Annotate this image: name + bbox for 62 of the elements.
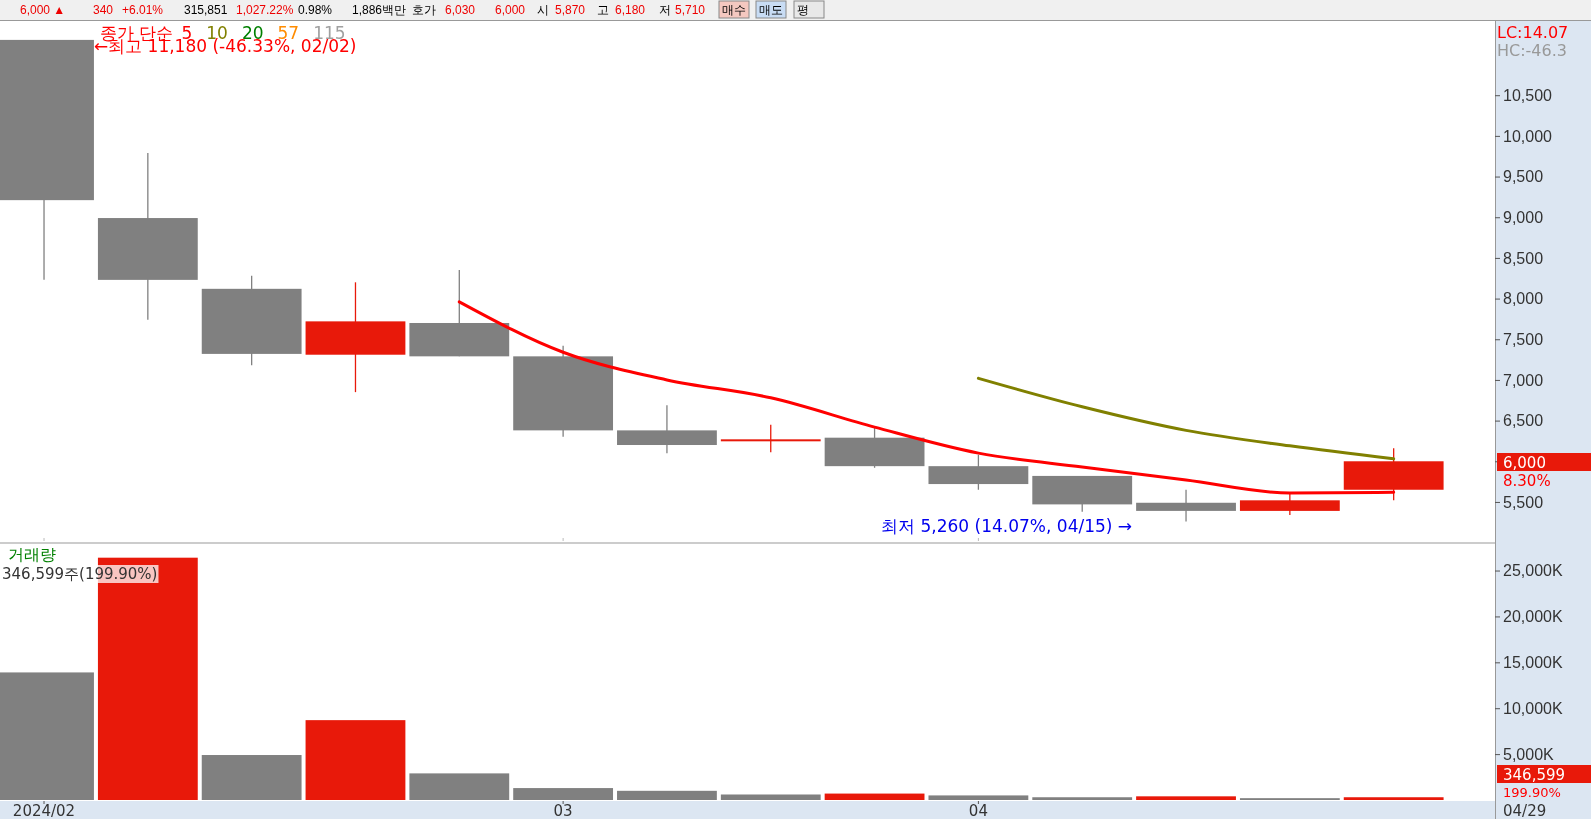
text: 5,710 bbox=[675, 3, 706, 17]
y-tick-label: 6,500 bbox=[1503, 412, 1544, 430]
y-tick-label: 8,000 bbox=[1503, 290, 1544, 308]
y-tick-label: 10,500 bbox=[1503, 86, 1553, 104]
y-tick-label: 5,500 bbox=[1503, 493, 1544, 511]
x-tick-label: 03 bbox=[553, 802, 573, 820]
x-tick-label: 04 bbox=[968, 802, 988, 820]
text: +6.01% bbox=[122, 3, 164, 17]
bar bbox=[201, 755, 302, 800]
text: 199.90% bbox=[1503, 785, 1561, 800]
bar bbox=[617, 790, 717, 800]
y-tick-label: 20,000K bbox=[1503, 608, 1563, 626]
text: 매수 bbox=[722, 3, 746, 17]
y-tick-label: 15,000K bbox=[1503, 653, 1563, 671]
text: 315,851 bbox=[184, 3, 228, 17]
y-tick-label: 9,000 bbox=[1503, 208, 1544, 226]
y-tick-label: 7,500 bbox=[1503, 330, 1544, 348]
y-tick-label: 9,500 bbox=[1503, 168, 1544, 186]
text: LC:14.07 bbox=[1497, 23, 1569, 42]
line-series bbox=[457, 300, 1396, 495]
annotation: 최저 5,260 (14.07%, 04/15) → bbox=[881, 516, 1133, 536]
text: 고 bbox=[597, 3, 609, 17]
text: 6,000 bbox=[495, 3, 526, 17]
text: HC:-46.3 bbox=[1497, 41, 1567, 60]
bar bbox=[1343, 797, 1444, 800]
x-tick-label: 2024/02 bbox=[12, 802, 76, 820]
text: 346,599 bbox=[1503, 766, 1566, 784]
bar bbox=[720, 794, 821, 800]
y-tick-label: 10,000 bbox=[1503, 127, 1553, 145]
text: 평 bbox=[797, 3, 809, 17]
bar bbox=[513, 788, 614, 800]
text: 5,870 bbox=[555, 3, 586, 17]
text: 340 bbox=[93, 3, 114, 17]
bar bbox=[409, 773, 510, 800]
chart-title: 거래량 bbox=[8, 545, 56, 564]
bar bbox=[305, 720, 406, 800]
bar bbox=[1136, 796, 1236, 800]
text: 1,886백만 bbox=[352, 3, 407, 17]
y-tick-label: 8,500 bbox=[1503, 249, 1544, 267]
candlestick bbox=[1136, 489, 1236, 523]
y-tick-label: 5,000K bbox=[1503, 745, 1555, 763]
line-series bbox=[976, 376, 1396, 461]
text: 1,027.22% bbox=[236, 3, 294, 17]
text: 0.98% bbox=[298, 3, 333, 17]
text: 매도 bbox=[759, 3, 783, 17]
text: 04/29 bbox=[1503, 802, 1547, 820]
bar bbox=[928, 795, 1029, 800]
text: 6,000 ▲ bbox=[20, 3, 66, 17]
text: 6,000 bbox=[1503, 454, 1546, 472]
candlestick bbox=[720, 424, 821, 453]
annotation: 346,599주(199.90%) bbox=[2, 565, 158, 583]
y-tick-label: 25,000K bbox=[1503, 562, 1563, 580]
text: 8.30% bbox=[1503, 472, 1551, 490]
bar bbox=[824, 793, 925, 800]
y-tick-label: 7,000 bbox=[1503, 371, 1544, 389]
bar bbox=[1032, 797, 1133, 800]
text: 시 bbox=[537, 3, 549, 17]
text: 6,180 bbox=[615, 3, 646, 17]
y-tick-label: 10,000K bbox=[1503, 699, 1563, 717]
text: 6,030 bbox=[445, 3, 476, 17]
text: 저 bbox=[659, 3, 671, 17]
text: 호가 bbox=[412, 3, 436, 17]
